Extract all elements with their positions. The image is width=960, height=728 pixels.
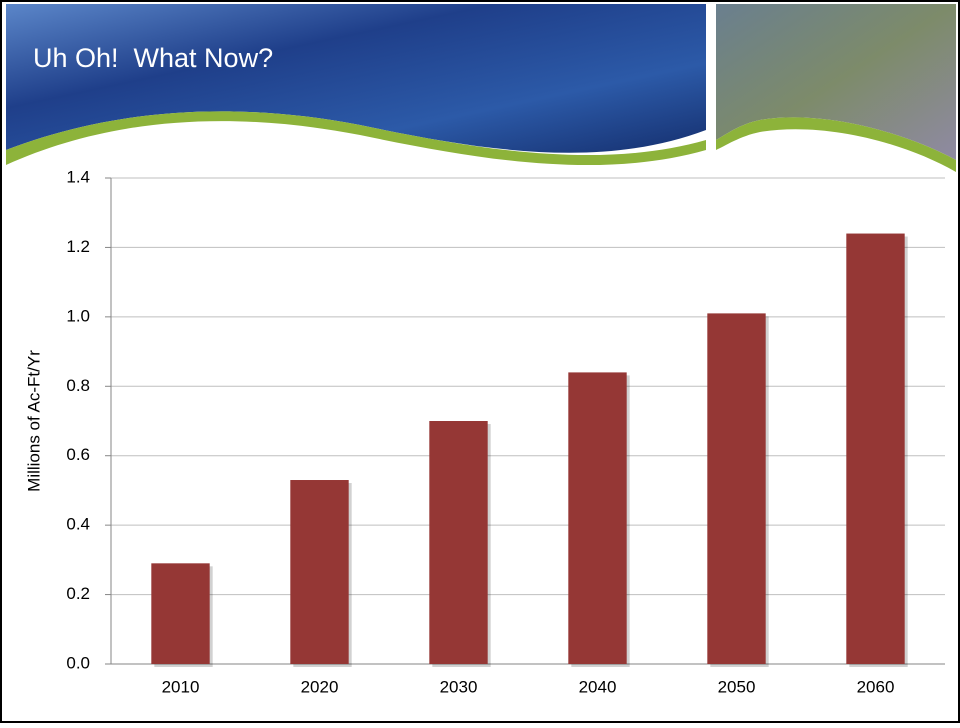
header: Uh Oh! What Now?: [6, 4, 956, 172]
bar: [290, 480, 349, 664]
x-tick-label: 2060: [857, 677, 895, 696]
wave: [716, 117, 956, 172]
x-tick-label: 2030: [440, 677, 478, 696]
y-axis-label: Millions of Ac-Ft/Yr: [24, 350, 43, 492]
x-tick-label: 2020: [301, 677, 339, 696]
bar: [151, 563, 210, 664]
y-tick-label: 0.4: [66, 515, 90, 534]
wave: [6, 111, 706, 166]
slide-title: Uh Oh! What Now?: [33, 43, 273, 73]
y-tick-label: 0.6: [66, 445, 90, 464]
water-banner: [6, 4, 706, 153]
bar: [846, 233, 905, 665]
y-tick-label: 1.0: [66, 306, 90, 325]
x-tick-label: 2040: [579, 677, 617, 696]
y-tick-label: 1.4: [66, 167, 90, 186]
y-tick-label: 0.2: [66, 584, 90, 603]
grass-banner: [716, 4, 956, 160]
x-tick-label: 2050: [718, 677, 756, 696]
y-tick-label: 0.0: [66, 653, 90, 672]
chart: Millions of Ac-Ft/Yr 0.0 0.2 0.4 0.6 0.8 1.0 1…: [24, 167, 945, 696]
y-tick-label: 1.2: [66, 237, 90, 256]
bar: [707, 313, 766, 664]
y-tick-label: 0.8: [66, 376, 90, 395]
bar: [568, 372, 627, 664]
bar: [429, 421, 488, 664]
x-tick-label: 2010: [162, 677, 200, 696]
